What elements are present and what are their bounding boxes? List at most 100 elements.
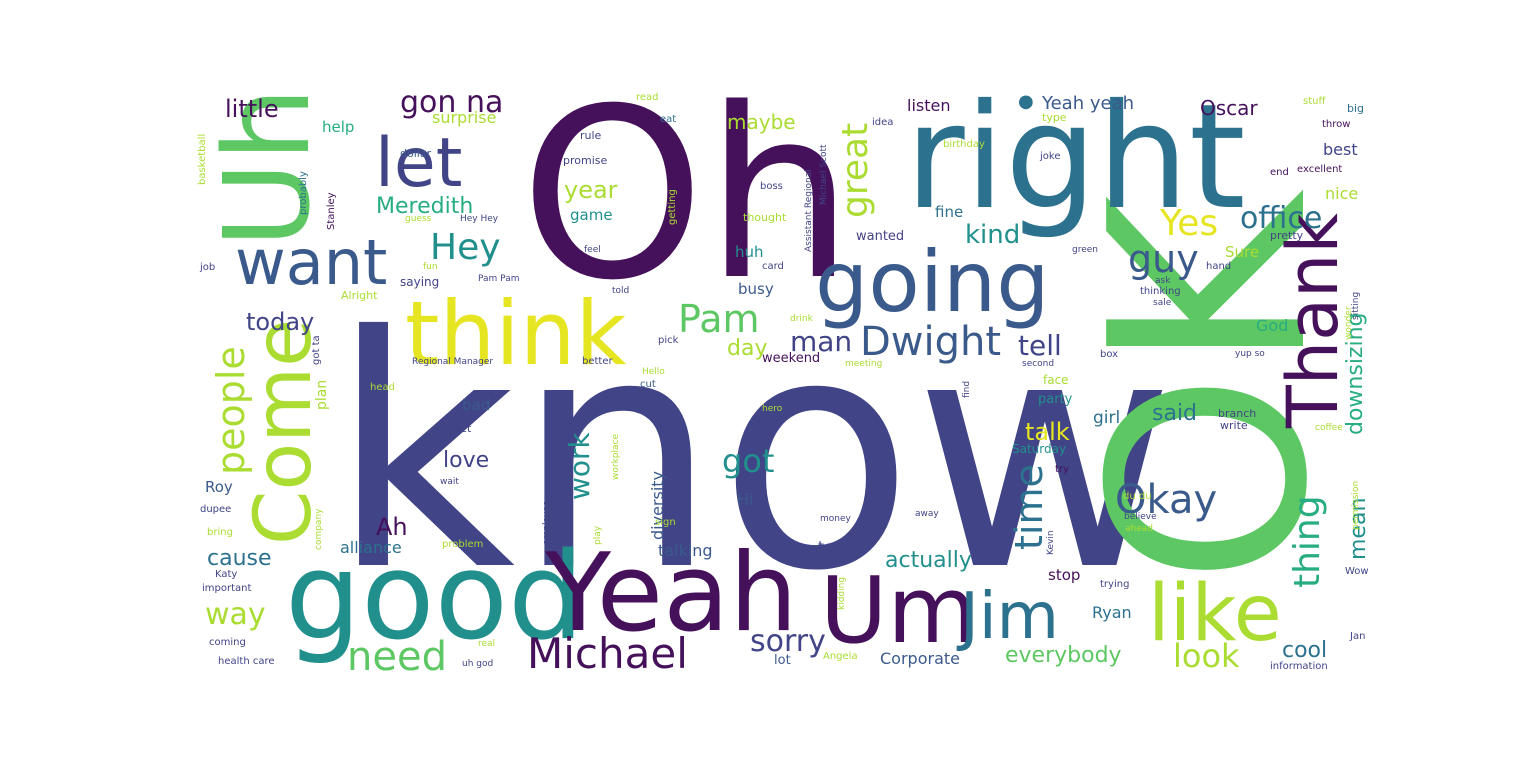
- word-eat: eat: [660, 114, 677, 125]
- word-trying: trying: [1100, 579, 1130, 590]
- word-guess: guess: [405, 214, 432, 224]
- word-office: office: [1240, 201, 1323, 236]
- word-help: help: [322, 118, 355, 136]
- word-hey-hey: Hey Hey: [460, 214, 499, 224]
- word-workplace: workplace: [611, 434, 621, 480]
- word-oh: Oh: [520, 59, 854, 332]
- word-big: big: [1347, 102, 1365, 115]
- word-gon-na: gon na: [400, 85, 504, 120]
- word-god: God: [1256, 316, 1289, 335]
- word-yes: Yes: [1160, 203, 1219, 244]
- word-write: write: [1220, 419, 1248, 432]
- word-getting: getting: [667, 189, 678, 225]
- word-stanley: Stanley: [326, 192, 337, 230]
- word-drink: drink: [790, 314, 813, 324]
- word-pick: pick: [658, 335, 679, 346]
- word-assistant-regional: Assistant Regional: [804, 169, 814, 252]
- word-man: man: [790, 325, 853, 358]
- word-excellent: excellent: [1297, 164, 1343, 175]
- word-probably: probably: [298, 171, 309, 215]
- word-deal: deal: [780, 547, 802, 558]
- word-kind: kind: [965, 220, 1021, 250]
- word-hey: Hey: [430, 227, 501, 268]
- word-girl: girl: [1093, 408, 1121, 428]
- word-card: card: [762, 261, 784, 272]
- word-michael-scott: Michael Scott: [819, 144, 829, 205]
- word-got-ta: got ta: [311, 335, 322, 365]
- word-alliance: alliance: [340, 538, 402, 557]
- word-employee: employee: [542, 500, 552, 545]
- word-today: today: [246, 308, 315, 336]
- word-pam-pam: Pam Pam: [478, 274, 520, 284]
- word-going: going: [815, 233, 1050, 331]
- word-pretty: pretty: [1270, 229, 1304, 242]
- word-kevin: Kevin: [1046, 530, 1056, 555]
- word-talk: talk: [1025, 418, 1070, 446]
- word-think: think: [405, 282, 627, 385]
- word-supposed: supposed: [369, 331, 379, 375]
- word-du-du: du du: [1123, 491, 1152, 502]
- word-lot: lot: [774, 653, 791, 668]
- word-people: people: [209, 346, 253, 475]
- word-stop: stop: [1048, 566, 1081, 584]
- word-boss: boss: [760, 181, 783, 192]
- word-type: type: [1042, 111, 1067, 124]
- word-bring: bring: [207, 527, 233, 538]
- word-everybody: everybody: [1005, 643, 1122, 668]
- word-sale: sale: [1153, 298, 1172, 308]
- word-party: party: [1038, 392, 1073, 407]
- word-yeah-yeah: Yeah yeah: [1042, 93, 1135, 114]
- word-team: team: [818, 538, 857, 556]
- word-hand: hand: [1206, 261, 1232, 272]
- word-head: head: [370, 382, 395, 393]
- word-want: want: [235, 226, 388, 299]
- word-um: Um: [820, 557, 977, 664]
- word-time: time: [1007, 464, 1051, 550]
- word-surprise: surprise: [432, 108, 497, 127]
- word-feel: feel: [584, 245, 601, 255]
- word-weekend: weekend: [762, 351, 821, 366]
- word-saturday: Saturday: [1012, 442, 1067, 456]
- word-permission: permission: [1351, 480, 1361, 530]
- word-wonder: wonder: [1344, 306, 1354, 340]
- word-angela: Angela: [823, 651, 858, 662]
- word-sign: sign: [655, 517, 676, 528]
- word-okay: Okay: [1115, 477, 1218, 523]
- word-cool: cool: [1282, 638, 1328, 663]
- word-ah: Ah: [376, 513, 408, 541]
- word-alright: Alright: [341, 289, 378, 302]
- word-thank: Thank: [1272, 213, 1354, 428]
- word-good: good: [285, 528, 585, 667]
- word-information: information: [1270, 661, 1328, 672]
- word-cause: cause: [207, 546, 272, 571]
- word-better: better: [582, 356, 613, 367]
- word-end: end: [1270, 167, 1289, 178]
- word-important: important: [202, 583, 252, 594]
- word-idea: idea: [872, 117, 894, 128]
- word-promise: promise: [563, 154, 608, 167]
- word-rule: rule: [580, 129, 602, 142]
- word-bad: bad: [462, 396, 491, 414]
- word-yup-so: yup so: [1235, 349, 1265, 359]
- word-right: right: [905, 73, 1246, 242]
- word-ryan: Ryan: [1092, 603, 1132, 622]
- word-tell: tell: [1018, 329, 1062, 362]
- word-believe: believe: [1124, 512, 1157, 522]
- word-wanted: wanted: [856, 229, 905, 244]
- word-real: real: [478, 639, 496, 649]
- word-yeah: Yeah: [545, 531, 798, 656]
- word-second: second: [1022, 359, 1055, 369]
- word-actually: actually: [885, 548, 972, 573]
- word-green: green: [1072, 245, 1098, 255]
- word-find: find: [962, 380, 972, 398]
- word-like: like: [1148, 569, 1282, 659]
- word-huh: huh: [735, 243, 764, 261]
- word-meeting: meeting: [845, 359, 883, 369]
- word-guy: guy: [1128, 237, 1199, 281]
- word-thinking: thinking: [1140, 286, 1181, 297]
- word-sure: Sure: [1225, 243, 1260, 261]
- word-read: read: [636, 92, 659, 103]
- word-year: year: [564, 176, 618, 204]
- word-regional-manager: Regional Manager: [412, 357, 494, 367]
